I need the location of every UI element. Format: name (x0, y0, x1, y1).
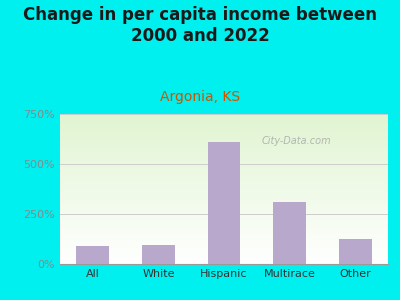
Text: City-Data.com: City-Data.com (261, 136, 331, 146)
Text: Change in per capita income between
2000 and 2022: Change in per capita income between 2000… (23, 6, 377, 45)
Bar (76, 246, 109, 264)
Bar (273, 202, 306, 264)
Text: Argonia, KS: Argonia, KS (160, 90, 240, 104)
Bar (142, 245, 175, 264)
Bar (208, 142, 240, 264)
Bar (339, 239, 372, 264)
